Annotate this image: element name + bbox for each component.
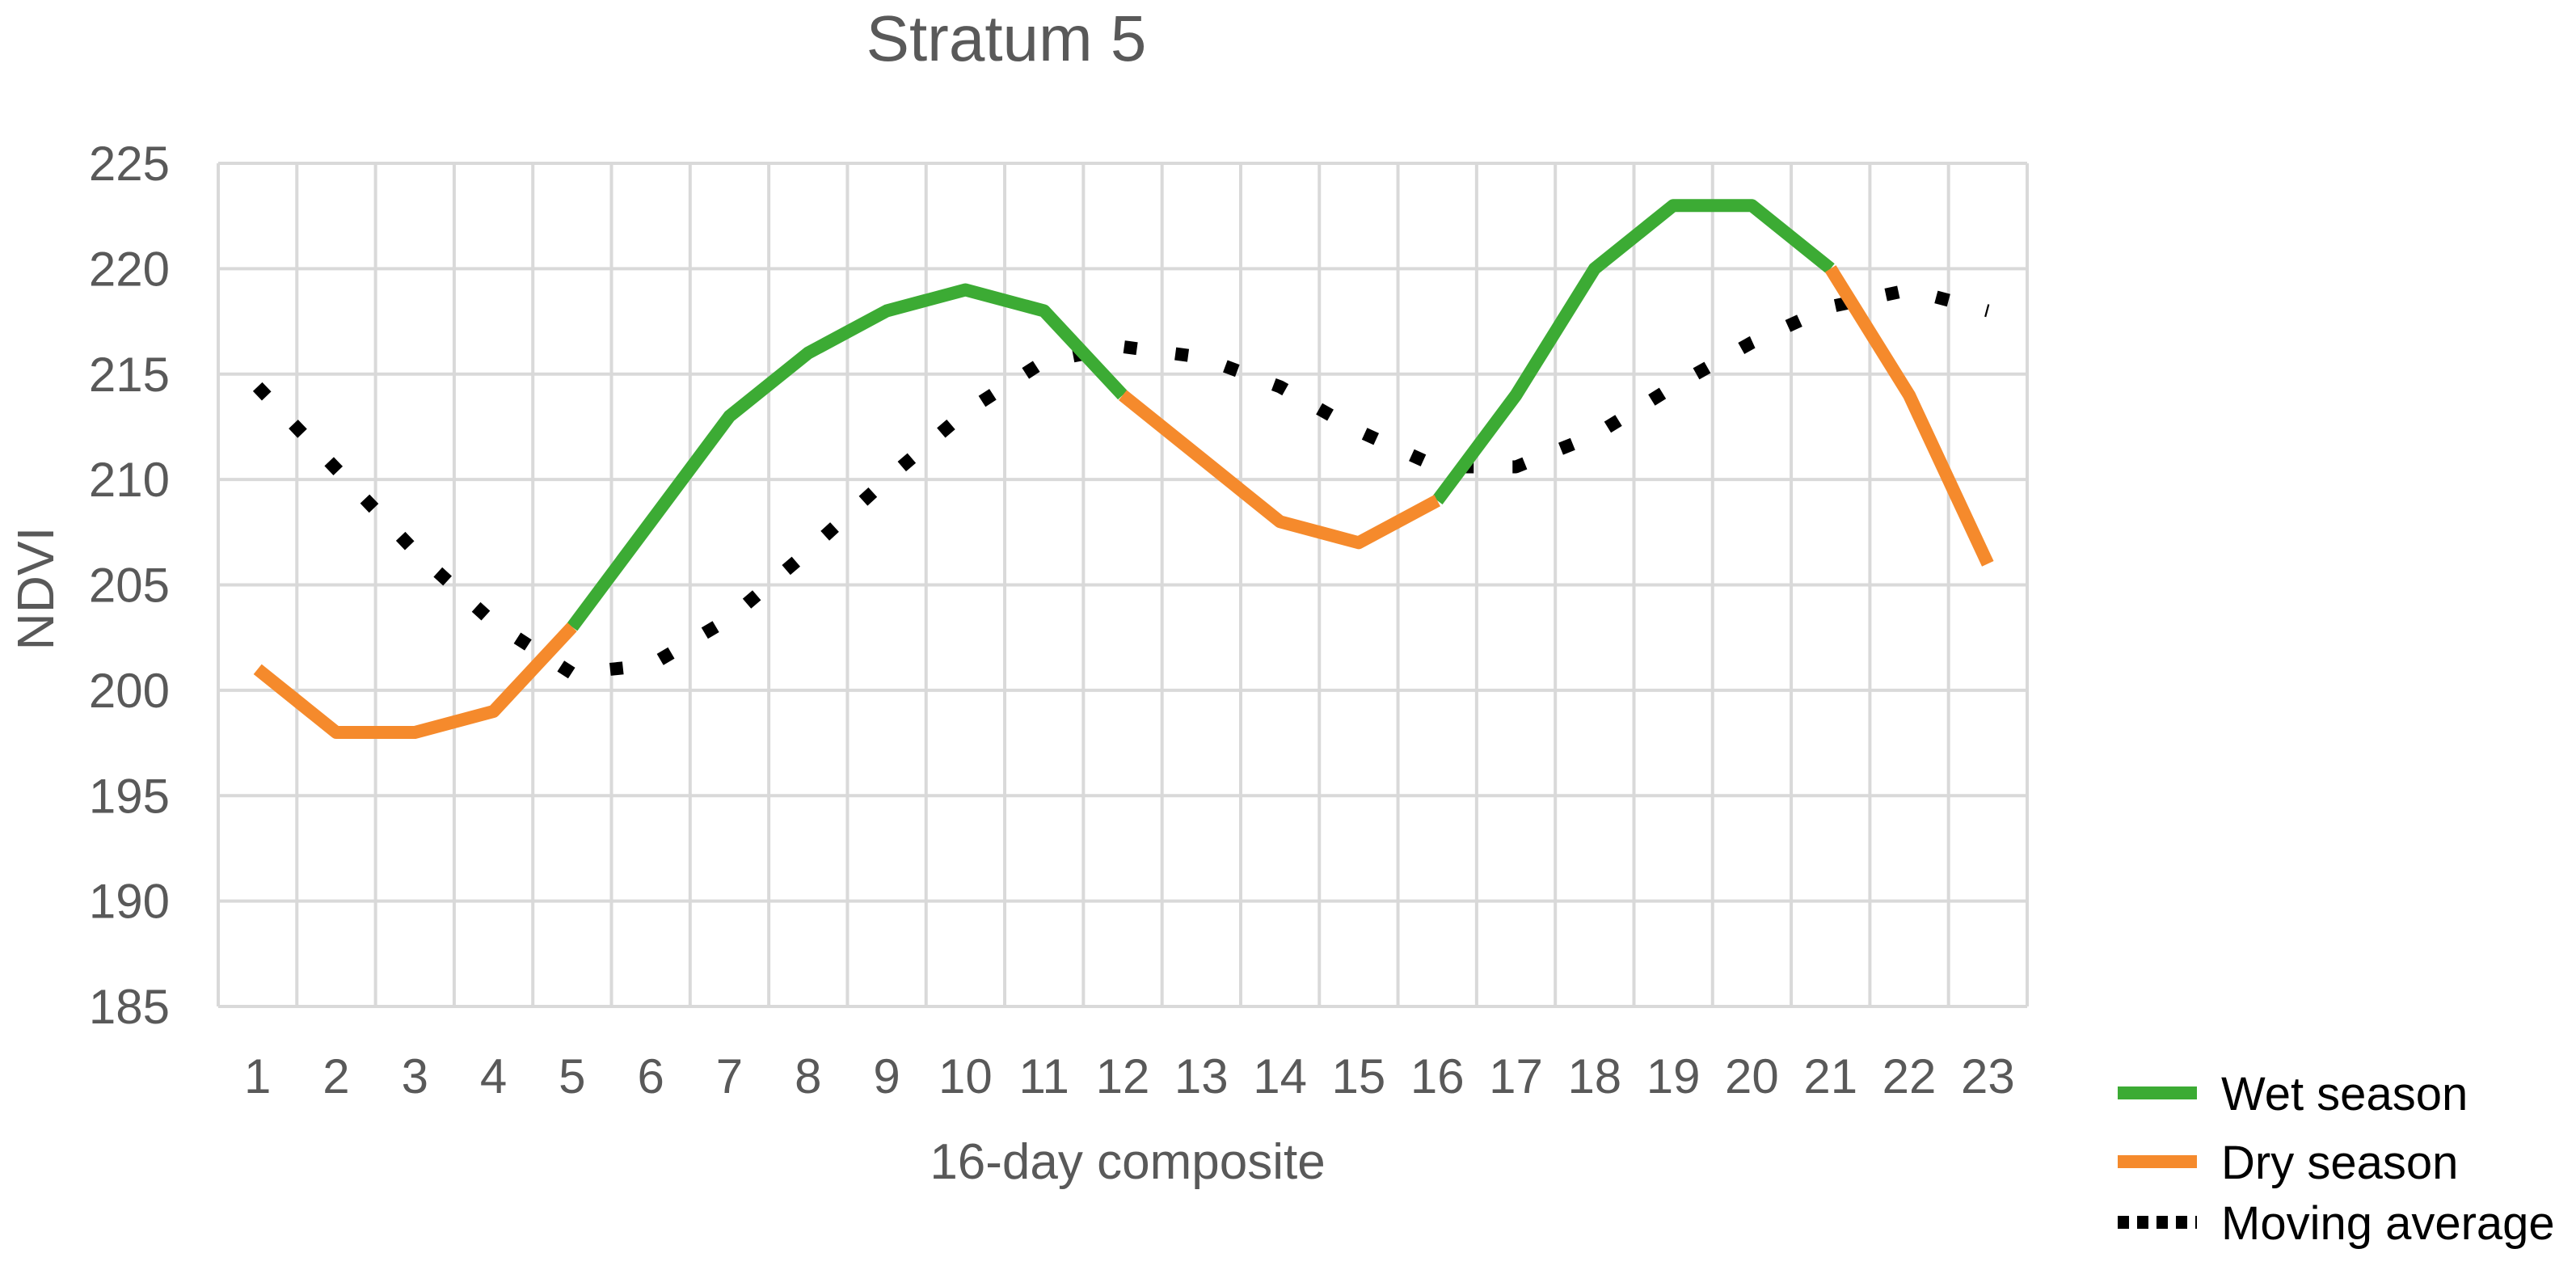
y-axis-label: NDVI	[6, 527, 65, 651]
x-tick-label: 17	[1489, 1049, 1543, 1103]
x-tick-label: 4	[480, 1049, 507, 1103]
series-line-wet-season	[1431, 199, 1835, 504]
x-tick-label: 3	[402, 1049, 428, 1103]
x-tick-label: 21	[1803, 1049, 1857, 1103]
x-tick-label: 1	[244, 1049, 271, 1103]
legend-label-dry-season: Dry season	[2221, 1137, 2458, 1189]
y-tick-label: 195	[89, 769, 170, 823]
y-tick-label: 210	[89, 453, 170, 507]
y-tick-label: 185	[89, 980, 170, 1034]
x-tick-label: 19	[1646, 1049, 1701, 1103]
series-line-moving-average	[252, 283, 1990, 680]
series-lines	[252, 199, 1994, 739]
legend-label-wet-season: Wet season	[2221, 1068, 2468, 1120]
x-tick-label: 22	[1882, 1049, 1937, 1103]
x-tick-label: 13	[1174, 1049, 1229, 1103]
x-tick-label: 14	[1253, 1049, 1307, 1103]
y-tick-label: 190	[89, 875, 170, 929]
series-line-dry-season	[1824, 265, 1994, 567]
x-tick-label: 20	[1725, 1049, 1779, 1103]
x-axis-ticks: 1 2 3 4 5 6 7 8 9 10 11 12 13 14 15 16 17 18 19 20 21 22 23	[244, 1049, 2015, 1103]
x-tick-label: 12	[1096, 1049, 1150, 1103]
x-axis-label: 16-day composite	[930, 1134, 1325, 1190]
series-line-dry-season	[253, 622, 577, 739]
y-tick-label: 215	[89, 348, 170, 402]
x-tick-label: 10	[938, 1049, 993, 1103]
x-tick-label: 8	[795, 1049, 821, 1103]
x-tick-label: 2	[323, 1049, 349, 1103]
grid	[217, 162, 2029, 1008]
x-tick-label: 15	[1332, 1049, 1386, 1103]
legend: Wet season Dry season Moving average	[2118, 1068, 2555, 1250]
x-tick-label: 7	[716, 1049, 743, 1103]
y-axis-ticks: 185 190 195 200 205 210 215 220 225	[89, 137, 170, 1034]
y-tick-label: 200	[89, 664, 170, 718]
x-tick-label: 5	[559, 1049, 585, 1103]
y-tick-label: 220	[89, 242, 170, 296]
x-tick-label: 6	[637, 1049, 664, 1103]
y-tick-label: 225	[89, 137, 170, 191]
x-tick-label: 18	[1567, 1049, 1621, 1103]
legend-label-moving-average: Moving average	[2221, 1197, 2555, 1250]
chart-title: Stratum 5	[866, 2, 1147, 74]
series-line-wet-season	[567, 283, 1128, 631]
series-line-dry-season	[1118, 390, 1440, 550]
x-tick-label: 11	[1019, 1049, 1069, 1103]
x-tick-label: 16	[1410, 1049, 1465, 1103]
x-tick-label: 9	[873, 1049, 900, 1103]
y-tick-label: 205	[89, 559, 170, 613]
x-tick-label: 23	[1961, 1049, 2015, 1103]
